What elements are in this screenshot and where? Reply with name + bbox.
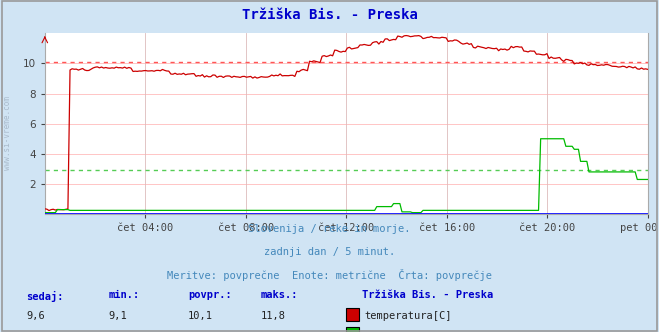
Text: 9,1: 9,1 xyxy=(109,311,127,321)
Text: temperatura[C]: temperatura[C] xyxy=(364,311,452,321)
Text: Slovenija / reke in morje.: Slovenija / reke in morje. xyxy=(248,224,411,234)
Text: 10,1: 10,1 xyxy=(188,311,213,321)
Text: zadnji dan / 5 minut.: zadnji dan / 5 minut. xyxy=(264,247,395,257)
Text: povpr.:: povpr.: xyxy=(188,290,231,300)
Text: Meritve: povprečne  Enote: metrične  Črta: povprečje: Meritve: povprečne Enote: metrične Črta:… xyxy=(167,269,492,281)
Text: Tržiška Bis. - Preska: Tržiška Bis. - Preska xyxy=(242,8,417,22)
Text: 11,8: 11,8 xyxy=(260,311,285,321)
Text: Tržiška Bis. - Preska: Tržiška Bis. - Preska xyxy=(362,290,494,300)
Text: sedaj:: sedaj: xyxy=(26,290,64,301)
Text: min.:: min.: xyxy=(109,290,140,300)
Text: www.si-vreme.com: www.si-vreme.com xyxy=(3,96,13,170)
Text: maks.:: maks.: xyxy=(260,290,298,300)
Text: 9,6: 9,6 xyxy=(26,311,45,321)
